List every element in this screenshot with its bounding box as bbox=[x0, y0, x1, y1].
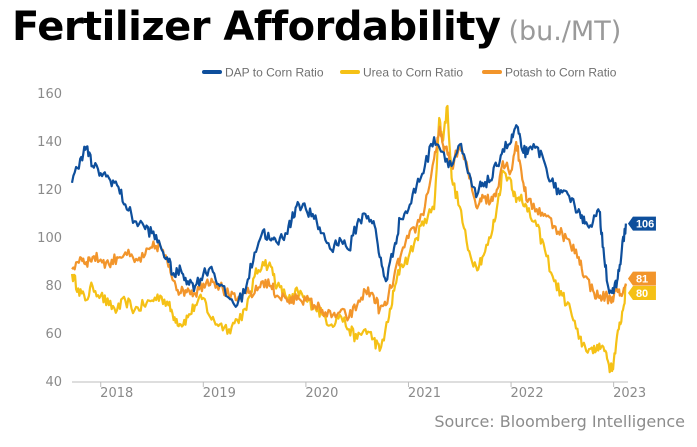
end-value-tag bbox=[627, 286, 656, 300]
legend-label: Urea to Corn Ratio bbox=[363, 66, 463, 80]
y-tick-label: 140 bbox=[37, 135, 62, 150]
y-tick-label: 60 bbox=[45, 327, 62, 342]
y-tick-label: 100 bbox=[37, 231, 62, 246]
x-tick-label: 2019 bbox=[203, 386, 236, 401]
legend-label: DAP to Corn Ratio bbox=[225, 66, 324, 80]
end-labels: 106 80 81 bbox=[627, 216, 656, 300]
chart-legend: DAP to Corn Ratio Urea to Corn Ratio Potas… bbox=[202, 66, 617, 80]
y-tick-label: 40 bbox=[45, 375, 62, 390]
y-tick-label: 80 bbox=[45, 279, 62, 294]
end-value-tag bbox=[627, 271, 656, 286]
end-value-label: 106 bbox=[636, 219, 654, 231]
x-tick-label: 2018 bbox=[100, 386, 133, 401]
series-line-dap-to-corn-ratio bbox=[70, 124, 627, 308]
y-axis: 40 60 80 100 120 140 160 bbox=[37, 87, 62, 390]
series-group bbox=[70, 104, 627, 374]
x-axis: 2018 2019 2020 2021 2022 2023 bbox=[72, 381, 646, 401]
y-tick-label: 160 bbox=[37, 87, 62, 102]
chart-title: Fertilizer Affordability bbox=[12, 4, 501, 50]
legend-label: Potash to Corn Ratio bbox=[505, 66, 617, 80]
x-tick-label: 2021 bbox=[408, 386, 441, 401]
y-tick-label: 120 bbox=[37, 183, 62, 198]
end-value-tag bbox=[627, 216, 656, 231]
series-line-urea-to-corn-ratio bbox=[70, 104, 627, 374]
x-tick-label: 2022 bbox=[511, 386, 544, 401]
end-value-label: 80 bbox=[636, 288, 648, 300]
chart-subtitle: (bu./MT) bbox=[508, 16, 622, 47]
source-note: Source: Bloomberg Intelligence bbox=[434, 412, 685, 431]
end-value-label: 81 bbox=[636, 274, 648, 286]
title-row: Fertilizer Affordability (bu./MT) bbox=[12, 4, 621, 56]
x-tick-label: 2023 bbox=[613, 386, 646, 401]
x-tick-label: 2020 bbox=[305, 386, 338, 401]
series-line-potash-to-corn-ratio bbox=[71, 125, 627, 322]
